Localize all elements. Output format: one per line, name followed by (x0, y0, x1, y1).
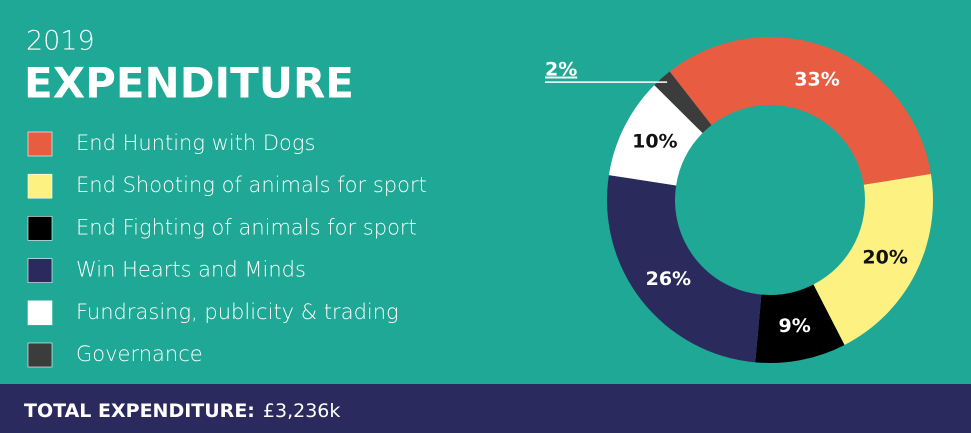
legend-swatch (27, 216, 53, 241)
legend-label: End Fighting of animals for sport (76, 215, 417, 239)
legend-swatch (27, 131, 53, 157)
donut-slice (755, 284, 845, 363)
chart-title: EXPENDITURE (24, 59, 354, 108)
legend-swatch (27, 342, 53, 368)
data-label: 20% (862, 247, 907, 269)
legend-label: End Shooting of animals for sport (76, 173, 427, 197)
footer-bar (0, 384, 971, 433)
data-label: 10% (632, 130, 677, 152)
data-label: 9% (778, 315, 810, 337)
legend-swatch (27, 258, 53, 283)
data-label: 33% (794, 68, 839, 90)
legend-label: Win Hearts and Minds (76, 258, 306, 282)
legend-label: Governance (76, 342, 203, 366)
legend-swatch (27, 300, 53, 326)
donut-slice (607, 175, 762, 363)
donut-slice (669, 36, 931, 185)
donut-slice (813, 173, 933, 345)
donut-slice (608, 85, 703, 186)
total-value: £3,236k (263, 400, 340, 422)
total-label: TOTAL EXPENDITURE: (24, 400, 255, 422)
footer-text: TOTAL EXPENDITURE: £3,236k (24, 400, 340, 422)
chart-subtitle: 2019 (26, 26, 95, 57)
legend-swatch (27, 173, 53, 199)
donut-slice (654, 71, 712, 134)
legend-label: Fundrasing, publicity & trading (76, 300, 399, 324)
data-label: 2% (545, 59, 577, 81)
data-label: 26% (646, 268, 691, 290)
legend-label: End Hunting with Dogs (76, 131, 315, 155)
